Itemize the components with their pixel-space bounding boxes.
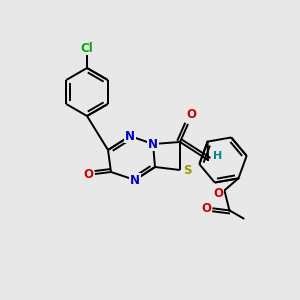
Text: O: O [201,202,212,215]
Text: N: N [130,173,140,187]
Text: O: O [186,109,196,122]
Text: N: N [125,130,135,142]
Text: O: O [213,187,224,200]
Text: Cl: Cl [81,41,93,55]
Text: N: N [148,137,158,151]
Text: S: S [183,164,191,176]
Text: O: O [83,167,93,181]
Text: H: H [213,151,223,161]
